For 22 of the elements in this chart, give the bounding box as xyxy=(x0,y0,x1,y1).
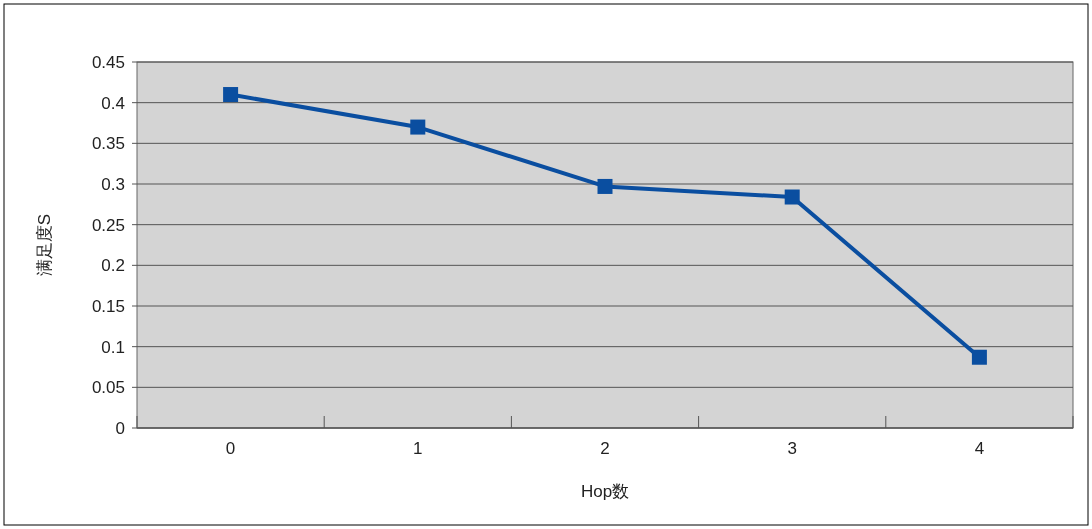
x-axis-title: Hop数 xyxy=(580,482,630,501)
y-tick-label: 0.3 xyxy=(101,175,125,194)
y-tick-label: 0.2 xyxy=(101,256,125,276)
y-tick-label: 0.4 xyxy=(101,93,125,113)
y-tick-label: 0.05 xyxy=(91,378,125,398)
x-tick-label: 2 xyxy=(600,439,610,458)
y-tick-label: 0.45 xyxy=(91,53,125,72)
y-tick-label: 0.1 xyxy=(101,337,125,357)
x-tick-label: 1 xyxy=(413,439,423,458)
x-tick-label: 0 xyxy=(225,439,236,458)
point xyxy=(971,349,987,365)
y-tick-label: 0.15 xyxy=(91,297,125,316)
x-tick-label: 3 xyxy=(787,439,797,458)
point xyxy=(597,178,613,194)
point xyxy=(223,87,239,103)
y-tick-label: 0 xyxy=(115,419,125,438)
point xyxy=(410,119,426,135)
x-tick-label: 4 xyxy=(974,439,985,458)
point xyxy=(784,189,800,205)
y-axis-title: 满足度S xyxy=(35,213,54,277)
y-tick-label: 0.35 xyxy=(91,134,125,154)
y-tick-label: 0.25 xyxy=(91,215,125,235)
